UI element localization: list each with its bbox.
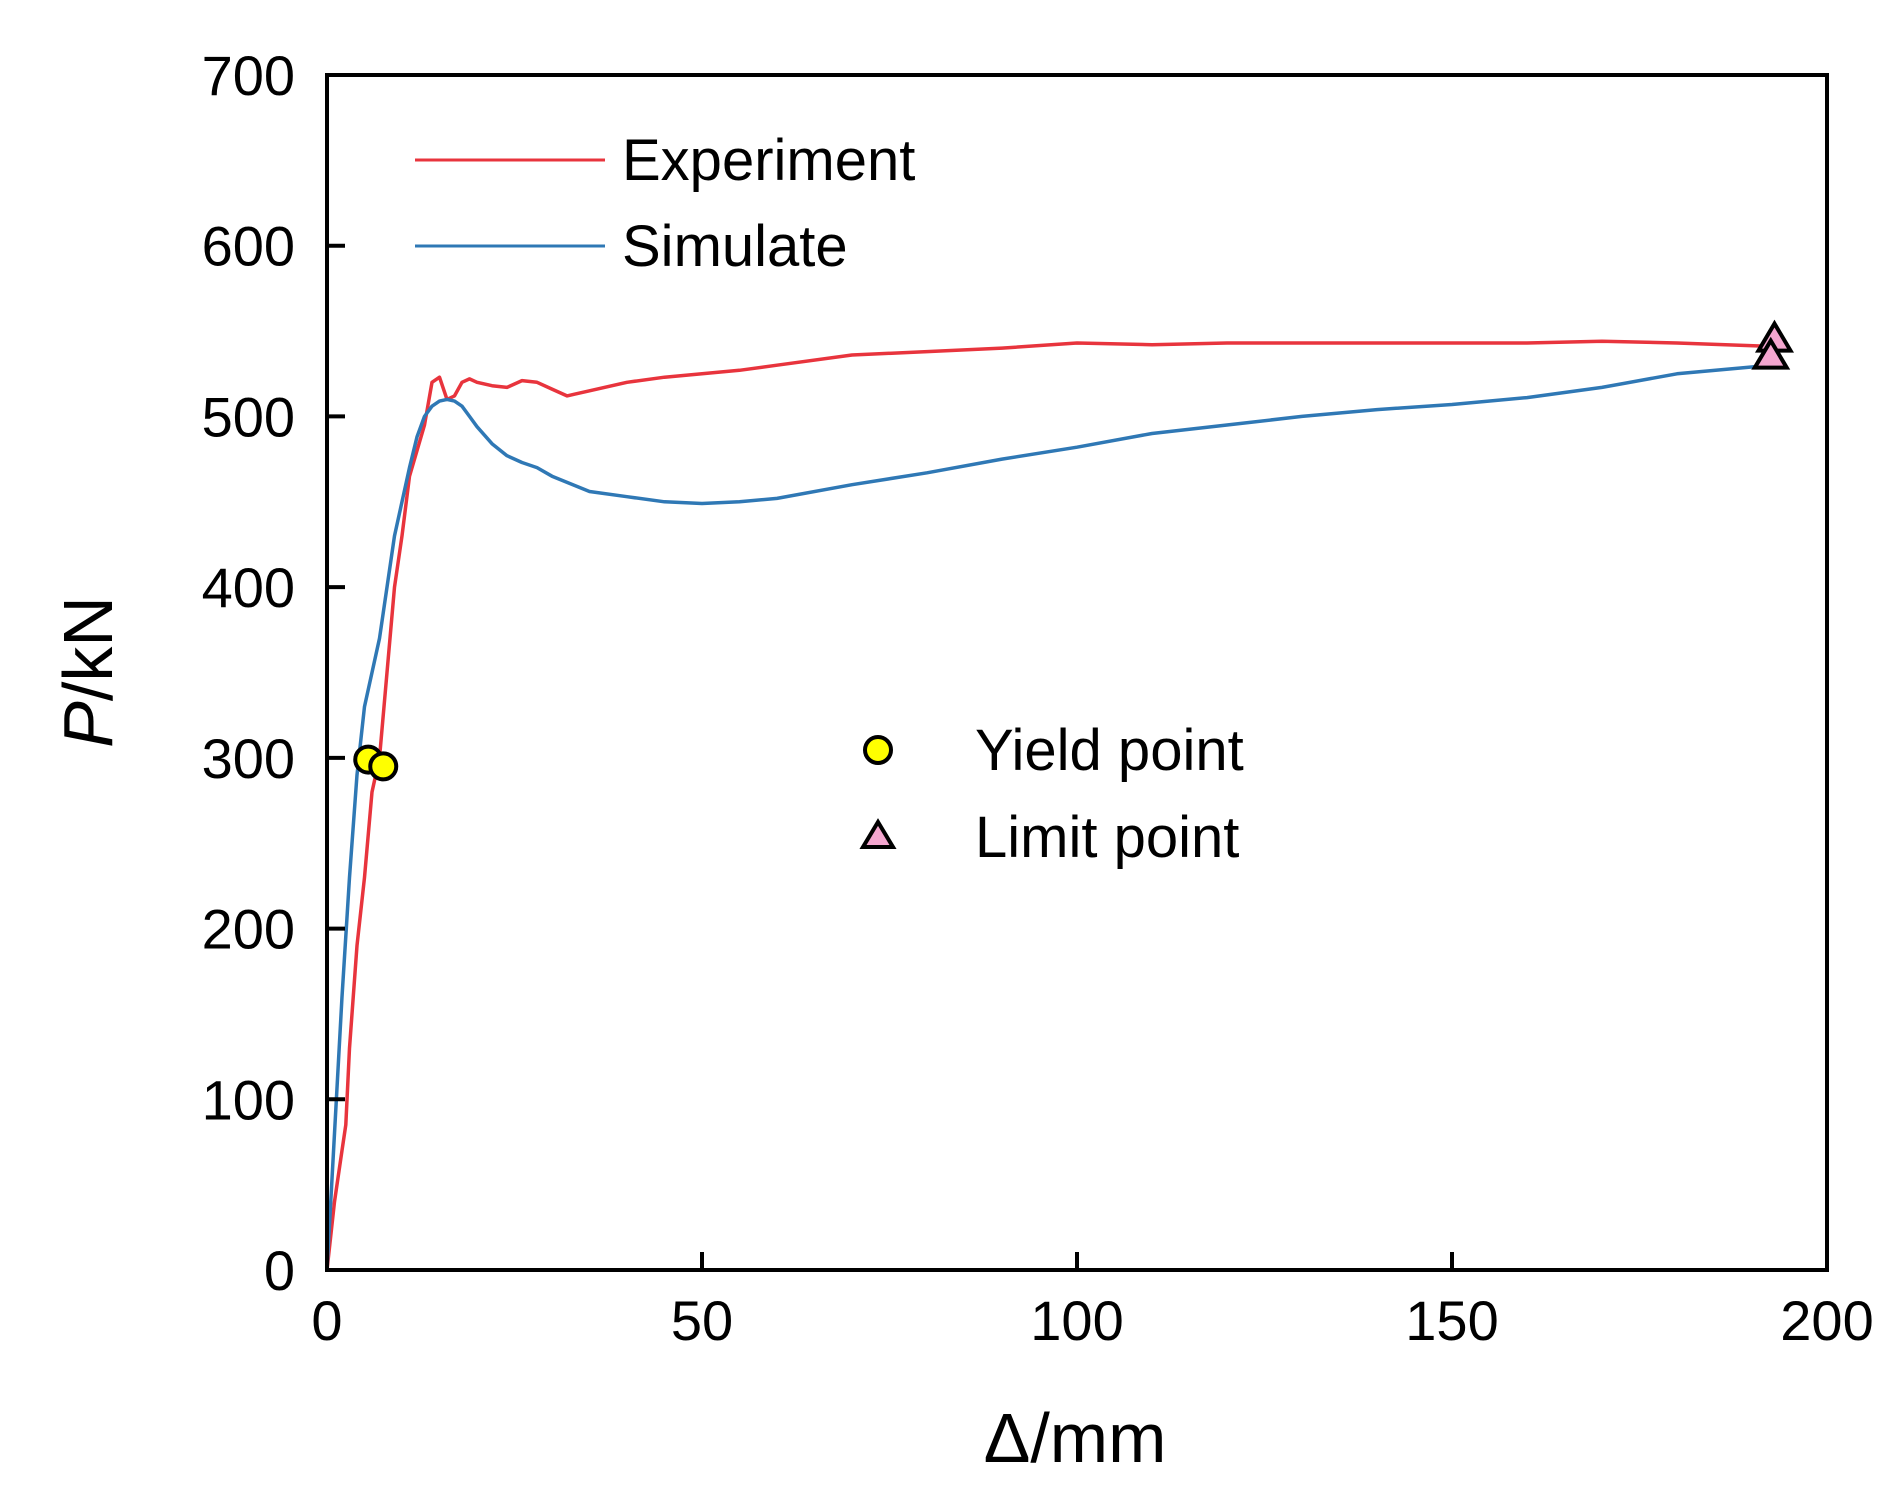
y-tick-label-0: 0 [264,1239,295,1302]
yield-point-legend-label: Yield point [975,718,1244,783]
limit-point-legend-label: Limit point [975,805,1239,870]
x-tick-label-100: 100 [1030,1289,1123,1352]
legend-markers: Yield point Limit point [859,718,1244,870]
y-tick-label-700: 700 [202,44,295,107]
y-tick-label-400: 400 [202,556,295,619]
y-tick-label-300: 300 [202,727,295,790]
ticks-layer: 0 50 100 150 200 0 100 200 300 400 500 600 700 [202,44,1874,1352]
x-tick-label-150: 150 [1405,1289,1498,1352]
y-tick-label-600: 600 [202,215,295,278]
plot-frame [325,73,1829,1272]
y-tick-label-200: 200 [202,898,295,961]
x-tick-label-200: 200 [1780,1289,1873,1352]
yield-point-experiment [368,751,399,782]
markers-layer [353,319,1795,782]
y-axis-label-unit: /kN [49,596,127,701]
legend-label-experiment: Experiment [622,128,915,193]
y-axis-label: P/kN [49,596,127,748]
y-tick-label-500: 500 [202,385,295,448]
x-tick-label-0: 0 [311,1289,342,1352]
limit-point-simulate [1751,336,1791,370]
legend-label-simulate: Simulate [622,214,848,279]
yield-point-legend-marker [863,735,893,765]
x-axis-label: Δ/mm [984,1399,1167,1477]
limit-point-legend-marker [859,818,897,849]
legend-lines: Experiment Simulate [415,128,915,279]
series-line-simulate [325,363,1771,1271]
y-axis-label-symbol: P [49,701,127,748]
y-tick-label-100: 100 [202,1068,295,1131]
x-tick-label-50: 50 [671,1289,733,1352]
